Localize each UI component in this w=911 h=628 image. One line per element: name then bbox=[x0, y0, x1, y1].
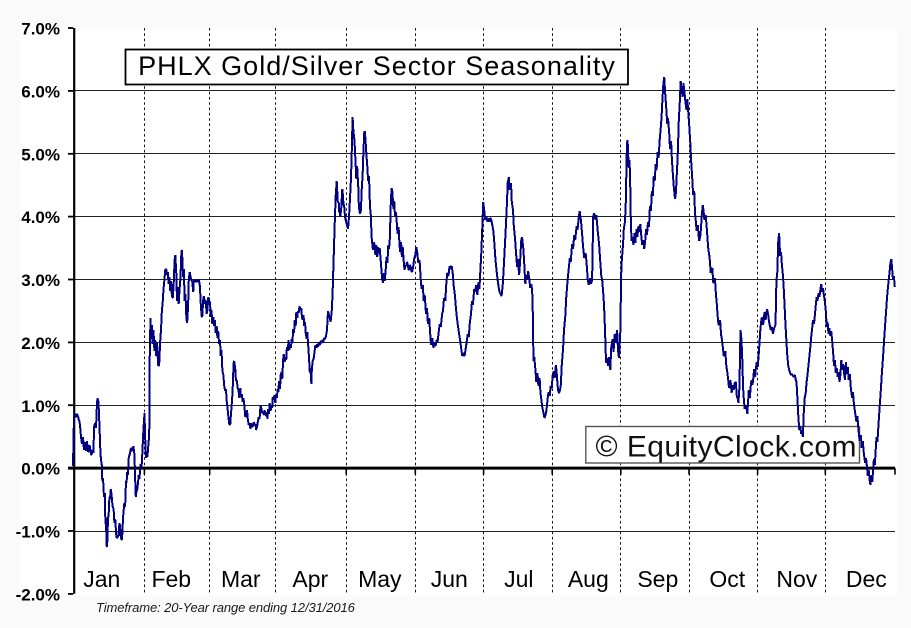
svg-text:Jun: Jun bbox=[431, 566, 468, 592]
svg-text:-2.0%: -2.0% bbox=[16, 586, 60, 605]
svg-text:PHLX Gold/Silver Sector Season: PHLX Gold/Silver Sector Seasonality bbox=[138, 51, 616, 81]
svg-text:Nov: Nov bbox=[776, 566, 817, 592]
svg-text:-1.0%: -1.0% bbox=[16, 523, 60, 542]
svg-text:Jan: Jan bbox=[83, 566, 120, 592]
svg-text:Sep: Sep bbox=[637, 566, 678, 592]
svg-text:4.0%: 4.0% bbox=[21, 208, 60, 227]
svg-text:May: May bbox=[358, 566, 402, 592]
svg-text:Timeframe: 20-Year range endin: Timeframe: 20-Year range ending 12/31/20… bbox=[96, 600, 356, 615]
svg-text:© EquityClock.com: © EquityClock.com bbox=[596, 431, 858, 464]
svg-text:5.0%: 5.0% bbox=[21, 145, 60, 164]
svg-text:6.0%: 6.0% bbox=[21, 83, 60, 102]
svg-text:Mar: Mar bbox=[221, 566, 261, 592]
svg-text:7.0%: 7.0% bbox=[21, 20, 60, 39]
svg-text:Jul: Jul bbox=[504, 566, 533, 592]
svg-text:0.0%: 0.0% bbox=[21, 460, 60, 479]
svg-text:3.0%: 3.0% bbox=[21, 271, 60, 290]
svg-text:Apr: Apr bbox=[292, 566, 328, 592]
svg-text:2.0%: 2.0% bbox=[21, 334, 60, 353]
svg-text:1.0%: 1.0% bbox=[21, 397, 60, 416]
svg-text:Dec: Dec bbox=[846, 566, 887, 592]
svg-text:Feb: Feb bbox=[151, 566, 191, 592]
svg-text:Aug: Aug bbox=[568, 566, 609, 592]
svg-text:Oct: Oct bbox=[709, 566, 745, 592]
